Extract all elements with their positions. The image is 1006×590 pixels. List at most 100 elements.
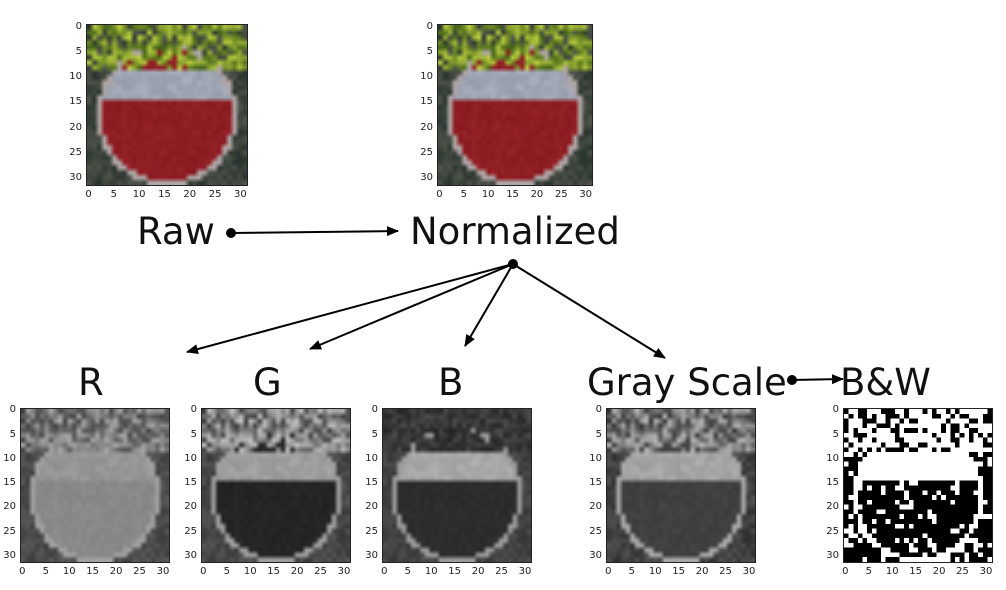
x-tick-label: 25 [956, 566, 969, 577]
g-channel-image-pixels [202, 409, 350, 562]
x-tick-label: 0 [605, 566, 612, 577]
y-tick-label: 30 [3, 549, 16, 561]
y-tick-label: 10 [3, 452, 16, 464]
x-tick-label: 5 [628, 566, 635, 577]
x-tick-label: 25 [719, 566, 732, 577]
y-tick-label: 10 [589, 452, 602, 464]
x-tick-label: 15 [909, 566, 923, 577]
b-channel-image-pixels [383, 409, 531, 562]
bw-label: B&W [840, 361, 931, 404]
x-tick-label: 20 [109, 566, 123, 577]
normalized-image-frame [437, 24, 593, 186]
y-tick-label: 25 [589, 525, 602, 537]
y-tick-label: 15 [184, 477, 197, 489]
x-tick-label: 0 [381, 566, 388, 577]
y-tick-label: 20 [69, 121, 82, 133]
x-tick-label: 5 [42, 566, 49, 577]
r-label: R [78, 361, 104, 404]
bw-image-frame [843, 408, 993, 563]
y-tick-label: 10 [69, 71, 82, 83]
x-tick-label: 25 [133, 566, 146, 577]
y-tick-label: 25 [420, 147, 433, 159]
x-tick-label: 30 [337, 566, 351, 577]
x-tick-label: 30 [156, 566, 170, 577]
y-tick-label: 20 [589, 501, 602, 513]
x-tick-label: 0 [19, 566, 26, 577]
x-tick-label: 0 [842, 566, 849, 577]
grayscale-image-frame [606, 408, 756, 563]
x-tick-label: 20 [290, 566, 304, 577]
arrow-to-b [464, 263, 514, 347]
bw-image-pixels [844, 409, 992, 562]
x-tick-label: 20 [530, 189, 544, 200]
x-tick-label: 5 [460, 189, 467, 200]
y-tick-label: 20 [184, 501, 197, 513]
x-tick-label: 10 [648, 566, 662, 577]
x-tick-label: 20 [932, 566, 946, 577]
b-label: B [438, 361, 464, 404]
y-tick-label: 25 [365, 525, 378, 537]
normalized-image-pixels [438, 25, 592, 185]
x-tick-label: 20 [183, 189, 197, 200]
arrow-to-g [309, 263, 514, 350]
y-tick-label: 0 [595, 404, 602, 416]
y-tick-label: 25 [3, 525, 16, 537]
y-tick-label: 5 [9, 428, 16, 440]
y-tick-label: 30 [184, 549, 197, 561]
y-tick-label: 5 [832, 428, 839, 440]
y-tick-label: 15 [69, 96, 82, 108]
x-tick-label: 20 [695, 566, 709, 577]
x-tick-label: 15 [158, 189, 171, 200]
y-tick-label: 30 [365, 549, 378, 561]
y-tick-label: 0 [75, 20, 82, 32]
x-tick-label: 30 [742, 566, 756, 577]
y-tick-label: 15 [420, 96, 433, 108]
grayscale-image-pixels [607, 409, 755, 562]
y-tick-label: 30 [589, 549, 602, 561]
x-tick-label: 10 [424, 566, 438, 577]
arrow-grayscale-to-bw [787, 374, 844, 385]
g-label: G [253, 361, 282, 404]
x-tick-label: 5 [110, 189, 118, 200]
y-tick-label: 30 [69, 172, 82, 184]
y-tick-label: 10 [420, 71, 433, 83]
y-tick-label: 15 [589, 477, 602, 489]
y-tick-label: 20 [365, 501, 378, 513]
x-tick-label: 15 [267, 566, 281, 577]
y-tick-label: 5 [190, 428, 197, 440]
x-tick-label: 25 [314, 566, 327, 577]
y-tick-label: 30 [826, 549, 839, 561]
y-tick-label: 30 [420, 172, 433, 184]
grayscale-label: Gray Scale [587, 361, 787, 404]
x-tick-label: 10 [62, 566, 76, 577]
arrow-to-grayscale [512, 263, 666, 359]
x-tick-label: 15 [506, 189, 519, 200]
y-tick-label: 25 [826, 525, 839, 537]
arrow-to-r [186, 263, 514, 354]
arrow-raw-to-normalized [226, 226, 399, 238]
x-tick-label: 10 [132, 189, 146, 200]
x-tick-label: 10 [885, 566, 899, 577]
x-tick-label: 15 [86, 566, 100, 577]
g-channel-image-frame [201, 408, 351, 563]
r-channel-image-pixels [21, 409, 169, 562]
y-tick-label: 10 [826, 452, 839, 464]
y-tick-label: 15 [826, 477, 839, 489]
x-tick-label: 15 [448, 566, 462, 577]
x-tick-label: 0 [200, 566, 207, 577]
x-tick-label: 30 [518, 566, 532, 577]
y-tick-label: 0 [371, 404, 378, 416]
x-tick-label: 25 [208, 189, 222, 200]
y-tick-label: 25 [184, 525, 197, 537]
raw-label: Raw [137, 210, 215, 253]
y-tick-label: 0 [9, 404, 16, 416]
y-tick-label: 25 [69, 147, 82, 159]
y-tick-label: 15 [3, 477, 16, 489]
r-channel-image-frame [20, 408, 170, 563]
x-tick-label: 25 [495, 566, 508, 577]
x-tick-label: 0 [85, 189, 92, 200]
y-tick-label: 5 [595, 428, 602, 440]
normalized-label: Normalized [410, 210, 620, 253]
